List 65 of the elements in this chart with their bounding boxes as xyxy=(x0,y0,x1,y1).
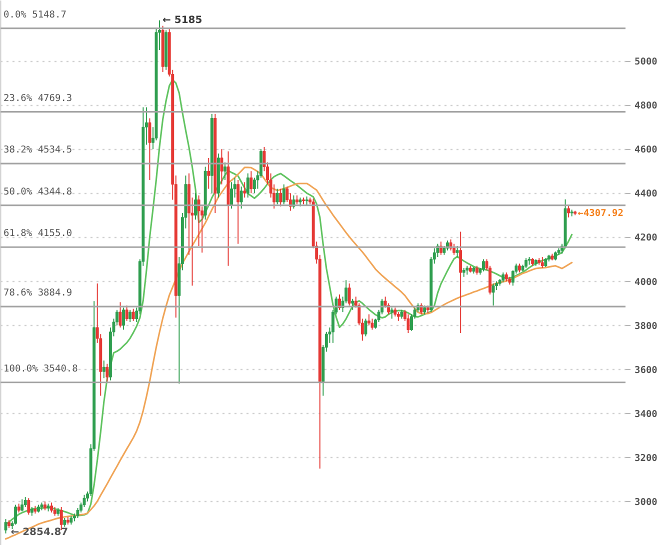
candlestick xyxy=(524,258,528,269)
candlestick xyxy=(50,502,54,513)
y-tick-label: 4400 xyxy=(634,188,658,200)
candlestick xyxy=(194,192,198,220)
candlestick xyxy=(240,186,243,210)
candlestick xyxy=(370,318,374,330)
y-tick-label: 3200 xyxy=(634,452,658,464)
ref-line-label: 100.0% 3540.8 xyxy=(4,363,78,374)
ref-line-label: 78.6% 3884.9 xyxy=(4,288,72,299)
candlestick xyxy=(276,188,279,205)
candlestick xyxy=(207,157,210,190)
candlestick xyxy=(351,298,354,310)
candlestick xyxy=(243,182,246,198)
candlestick xyxy=(230,182,233,210)
candlestick xyxy=(236,179,240,244)
y-tick-label: 5000 xyxy=(634,56,658,68)
ref-line-label: 61.8% 4155.0 xyxy=(4,228,72,240)
candlestick xyxy=(128,309,132,322)
candlestick xyxy=(279,188,282,207)
candlestick xyxy=(459,231,462,334)
y-tick-label: 4600 xyxy=(634,144,658,156)
candlestick xyxy=(567,204,570,218)
candlestick xyxy=(4,518,8,534)
ref-line-label: 0.0% 5148.7 xyxy=(4,9,66,20)
candlestick xyxy=(250,170,253,194)
candlestick xyxy=(282,184,286,205)
candlestick xyxy=(125,304,128,322)
y-tick-label: 4800 xyxy=(634,100,658,112)
candlestick xyxy=(14,504,18,526)
annotation: ← 2854.87 xyxy=(10,526,68,538)
candlestick xyxy=(482,258,485,272)
candlestick xyxy=(224,162,226,180)
annotation: ← 5185 xyxy=(162,14,202,26)
candlestick xyxy=(364,318,368,337)
candlestick xyxy=(540,256,544,269)
candlestick xyxy=(24,496,27,508)
ref-line-label: 50.0% 4344.8 xyxy=(4,186,72,198)
candlestick xyxy=(452,243,456,256)
candlestick xyxy=(406,314,410,334)
candlestick xyxy=(220,148,224,185)
candlestick xyxy=(367,314,370,326)
candlestick xyxy=(102,360,106,379)
y-tick-label: 3800 xyxy=(634,320,658,332)
y-tick-label: 3400 xyxy=(634,408,658,420)
y-tick-label: 3000 xyxy=(634,496,658,508)
y-tick-label: 3600 xyxy=(634,364,658,376)
y-tick-label: 4200 xyxy=(634,232,658,244)
candlestick xyxy=(122,307,126,330)
candlestick xyxy=(390,307,394,320)
y-tick-label: 4000 xyxy=(634,276,658,288)
candlestick xyxy=(348,282,351,306)
candlestick xyxy=(132,308,135,322)
candlestick xyxy=(246,172,250,198)
candlestick xyxy=(148,118,152,180)
candlestick xyxy=(118,302,122,328)
candlestick xyxy=(502,272,505,283)
candlestick xyxy=(456,246,459,258)
candlestick xyxy=(106,363,109,382)
ref-line-label: 23.6% 4769.3 xyxy=(4,92,72,104)
candlestick xyxy=(20,498,24,512)
text: ←4307.92 xyxy=(578,208,624,219)
line-series xyxy=(4,166,573,540)
candlestick xyxy=(492,282,495,306)
candlestick xyxy=(27,498,30,516)
ref-line-label: 38.2% 4534.5 xyxy=(4,144,72,156)
